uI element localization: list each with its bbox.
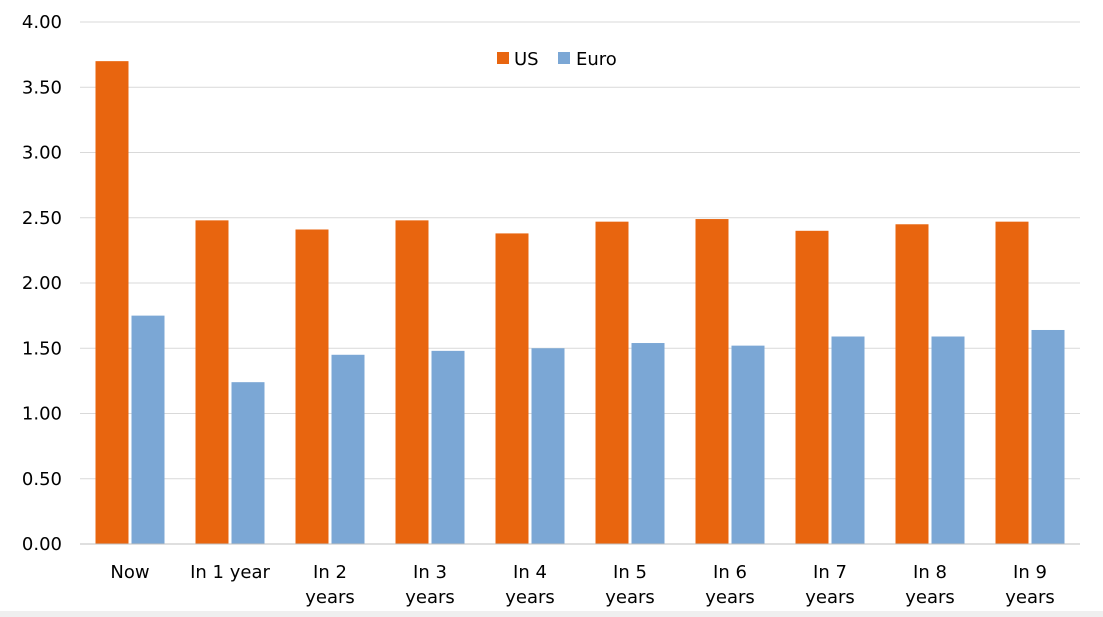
bar-us-2 [295,229,329,544]
x-tick-label: In 2 [313,562,347,583]
x-tick-label: In 8 [913,562,947,583]
bar-us-9 [995,221,1029,545]
y-tick-label: 2.50 [22,208,62,229]
bar-euro-9 [1031,329,1065,544]
y-tick-label: 4.00 [22,12,62,33]
bar-euro-6 [731,345,765,544]
bottom-border-strip [0,611,1103,617]
gridlines [80,21,1080,480]
bar-us-4 [495,233,529,544]
bar-euro-1 [231,382,265,544]
bar-euro-2 [331,354,365,544]
x-tick-label: years [1005,587,1055,608]
bar-euro-7 [831,336,865,544]
legend-label-euro: Euro [576,49,617,70]
legend: US Euro [497,49,617,70]
bar-us-0 [95,61,129,545]
bar-us-6 [695,219,729,544]
x-tick-label: In 9 [1013,562,1047,583]
bar-euro-3 [431,350,465,544]
bar-us-5 [595,221,629,545]
x-tick-label: Now [110,562,149,583]
bar-euro-0 [131,315,165,544]
x-tick-label: years [505,587,555,608]
x-tick-label: years [605,587,655,608]
x-tick-label: years [705,587,755,608]
bar-us-1 [195,220,229,545]
x-tick-label: In 5 [613,562,647,583]
legend-label-us: US [514,49,539,70]
x-tick-label: In 3 [413,562,447,583]
x-axis-tick-labels: Now In 1 year In 2 years In 3 years In 4 years I… [110,562,1054,608]
y-tick-label: 0.00 [22,534,62,555]
bar-us-3 [395,220,429,545]
bar-euro-5 [631,343,665,544]
x-tick-label: In 1 year [190,562,270,583]
x-tick-label: years [905,587,955,608]
legend-swatch-us [497,52,509,64]
x-tick-label: In 6 [713,562,747,583]
x-tick-label: years [805,587,855,608]
bar-us-8 [895,224,929,544]
y-axis-tick-labels: 0.00 0.50 1.00 1.50 2.00 2.50 3.00 3.50 4.00 [22,12,62,555]
y-tick-label: 3.00 [22,143,62,164]
y-tick-label: 2.00 [22,273,62,294]
x-tick-label: In 4 [513,562,547,583]
x-tick-label: years [305,587,355,608]
y-tick-label: 0.50 [22,469,62,490]
y-tick-label: 1.00 [22,404,62,425]
y-tick-label: 1.50 [22,338,62,359]
legend-swatch-euro [558,52,570,64]
bars [95,61,1065,545]
bar-euro-4 [531,348,565,544]
bar-us-7 [795,230,829,545]
y-tick-label: 3.50 [22,77,62,98]
bar-euro-8 [931,336,965,544]
x-tick-label: years [405,587,455,608]
x-tick-label: In 7 [813,562,847,583]
